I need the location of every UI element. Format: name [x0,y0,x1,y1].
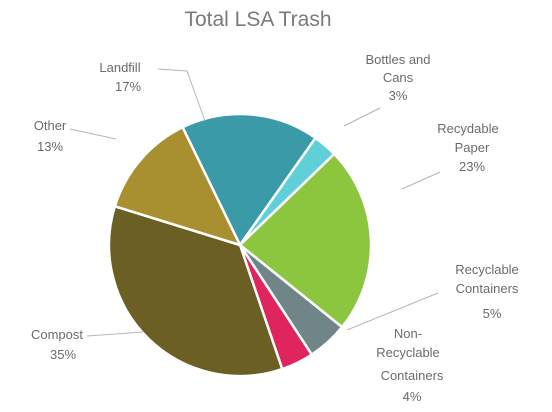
slice-label-bottles-and-cans-1: Cans [383,70,414,85]
slice-labels: Landfill 17% Bottles and Cans 3% Recydable Pap… [31,52,519,404]
slice-label-non-recyclable-containers-1: Recyclable [376,345,440,360]
slice-label-non-recyclable-containers-0: Non- [394,326,422,341]
leader-line-recyclable-containers [346,292,439,331]
slice-percent-landfill: 17% [115,79,141,94]
leader-line-recydable-paper [401,171,441,190]
slice-percent-compost: 35% [50,347,76,362]
slice-percent-recydable-paper: 23% [459,159,485,174]
slice-label-landfill-0: Landfill [99,60,140,75]
leader-line-other [69,128,117,140]
pie-slice-recydable-paper [238,152,373,329]
slice-label-compost-0: Compost [31,327,83,342]
slice-label-recyclable-containers-0: Recyclable [455,262,519,277]
pie-slice-compost [107,205,284,378]
slice-label-non-recyclable-containers-2: Containers [381,368,444,383]
slice-label-recydable-paper-1: Paper [455,140,490,155]
slice-percent-non-recyclable-containers: 4% [403,389,422,404]
slice-percent-other: 13% [37,139,63,154]
slice-percent-recyclable-containers: 5% [483,306,502,321]
slice-label-other-0: Other [34,118,67,133]
leader-line-bottles-and-cans [343,107,381,127]
slice-percent-bottles-and-cans: 3% [389,88,408,103]
pie-slice-landfill [181,112,317,247]
pie-slice-other [113,126,242,247]
leader-lines [69,68,441,337]
slice-label-recyclable-containers-1: Containers [456,281,519,296]
slice-label-recydable-paper-0: Recydable [437,121,498,136]
chart-title: Total LSA Trash [184,8,331,31]
leader-line-landfill [157,68,206,122]
leader-line-compost [86,331,144,337]
pie-slices [107,112,373,378]
slice-label-bottles-and-cans-0: Bottles and [365,52,430,67]
